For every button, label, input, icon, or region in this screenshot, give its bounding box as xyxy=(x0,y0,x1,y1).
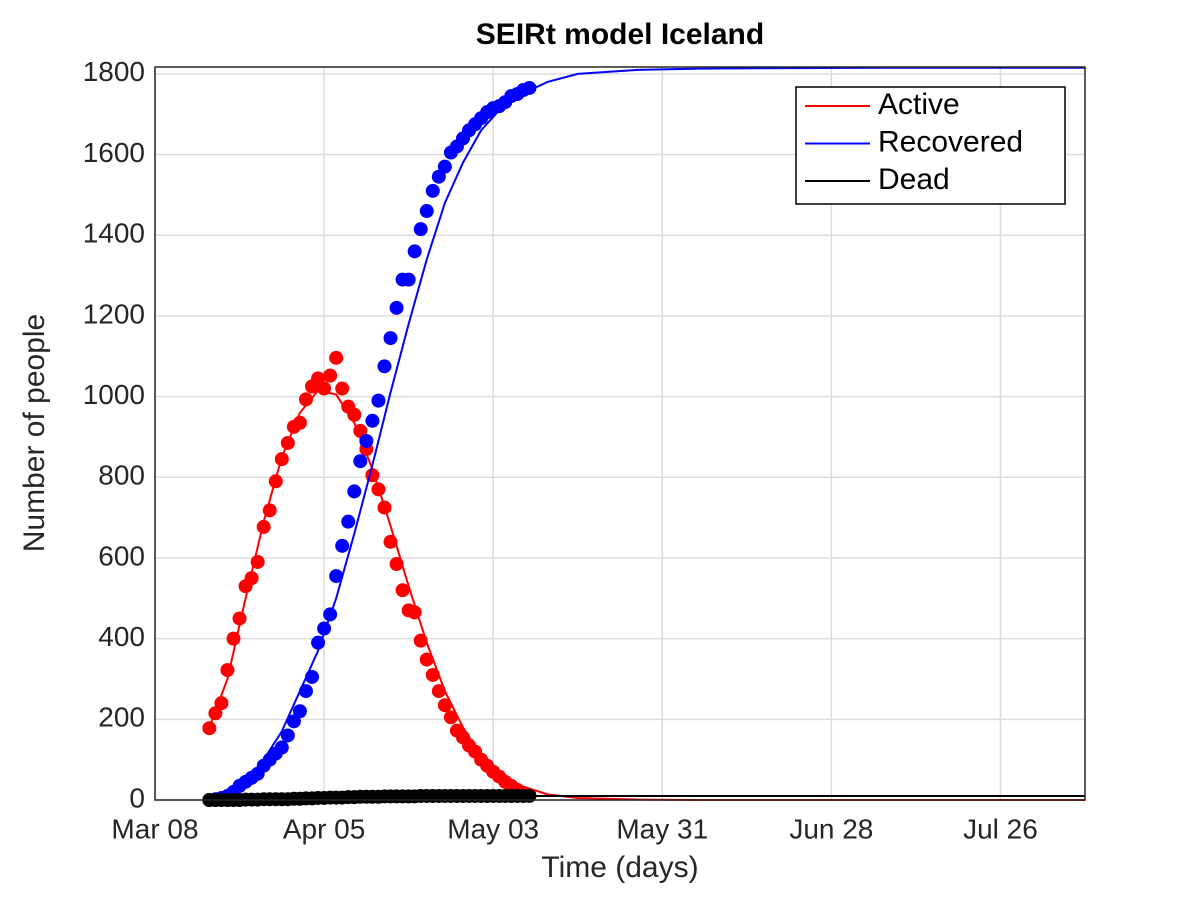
observed-point xyxy=(389,300,404,315)
observed-point xyxy=(317,621,332,636)
y-tick-label: 1600 xyxy=(83,137,145,168)
observed-point xyxy=(256,519,271,534)
y-tick-label: 400 xyxy=(98,621,145,652)
observed-point xyxy=(347,407,362,422)
observed-point xyxy=(220,663,235,678)
x-axis-label: Time (days) xyxy=(541,851,698,884)
observed-point xyxy=(323,607,338,622)
x-tick-label: May 03 xyxy=(447,813,539,844)
observed-point xyxy=(335,381,350,396)
observed-point xyxy=(274,740,289,755)
y-tick-label: 200 xyxy=(98,702,145,733)
y-axis-label: Number of people xyxy=(18,314,51,552)
observed-point xyxy=(329,350,344,365)
y-tick-label: 1000 xyxy=(83,379,145,410)
observed-point xyxy=(232,611,247,626)
observed-point xyxy=(407,605,422,620)
observed-point xyxy=(522,788,537,803)
observed-point xyxy=(425,667,440,682)
observed-point xyxy=(389,557,404,572)
observed-point xyxy=(280,435,295,450)
observed-point xyxy=(377,359,392,374)
x-tick-label: Mar 08 xyxy=(111,813,198,844)
observed-point xyxy=(371,393,386,408)
observed-point xyxy=(353,454,368,469)
observed-point xyxy=(419,652,434,667)
observed-point xyxy=(208,706,223,721)
legend-label: Recovered xyxy=(878,125,1023,158)
y-tick-label: 0 xyxy=(129,782,145,813)
observed-point xyxy=(244,571,259,586)
observed-point xyxy=(329,569,344,584)
observed-point xyxy=(522,80,537,95)
observed-point xyxy=(383,331,398,346)
observed-point xyxy=(437,159,452,174)
observed-point xyxy=(359,433,374,448)
observed-point xyxy=(292,415,307,430)
model-line xyxy=(208,389,1085,801)
observed-point xyxy=(425,183,440,198)
observed-point xyxy=(323,368,338,383)
observed-point xyxy=(413,633,428,648)
observed-point xyxy=(353,423,368,438)
observed-point xyxy=(305,669,320,684)
observed-point xyxy=(280,728,295,743)
observed-point xyxy=(431,169,446,184)
observed-point xyxy=(443,710,458,725)
y-tick-label: 1800 xyxy=(83,56,145,87)
x-tick-label: Jul 26 xyxy=(963,813,1038,844)
observed-point xyxy=(341,514,356,529)
observed-point xyxy=(419,204,434,219)
chart-title: SEIRt model Iceland xyxy=(476,18,764,51)
observed-point xyxy=(298,684,313,699)
observed-point xyxy=(214,696,229,711)
observed-point xyxy=(311,371,326,386)
observed-point xyxy=(226,631,241,646)
observed-point xyxy=(202,721,217,736)
observed-point xyxy=(286,714,301,729)
observed-point xyxy=(371,482,386,497)
model-line xyxy=(209,66,1085,801)
y-tick-label: 600 xyxy=(98,540,145,571)
observed-point xyxy=(250,554,265,569)
observed-point xyxy=(317,381,332,396)
observed-point xyxy=(401,272,416,287)
legend-label: Dead xyxy=(878,163,950,196)
x-tick-label: May 31 xyxy=(616,813,708,844)
y-tick-label: 1200 xyxy=(83,298,145,329)
observed-point xyxy=(268,474,283,489)
observed-point xyxy=(311,635,326,650)
observed-point xyxy=(292,704,307,719)
observed-point xyxy=(262,503,277,518)
legend-label: Active xyxy=(878,88,960,121)
y-tick-label: 800 xyxy=(98,460,145,491)
observed-point xyxy=(377,500,392,515)
y-tick-label: 1400 xyxy=(83,218,145,249)
observed-point xyxy=(431,684,446,699)
plot-frame xyxy=(154,66,1086,801)
observed-point xyxy=(413,222,428,237)
x-tick-label: Jun 28 xyxy=(789,813,873,844)
observed-point xyxy=(335,538,350,553)
legend-box xyxy=(795,86,1066,205)
observed-point xyxy=(407,244,422,259)
observed-point xyxy=(383,534,398,549)
observed-point xyxy=(437,698,452,713)
observed-point xyxy=(298,392,313,407)
observed-point xyxy=(365,413,380,428)
observed-point xyxy=(347,484,362,499)
observed-point xyxy=(395,583,410,598)
x-tick-label: Apr 05 xyxy=(283,813,366,844)
observed-point xyxy=(274,452,289,467)
